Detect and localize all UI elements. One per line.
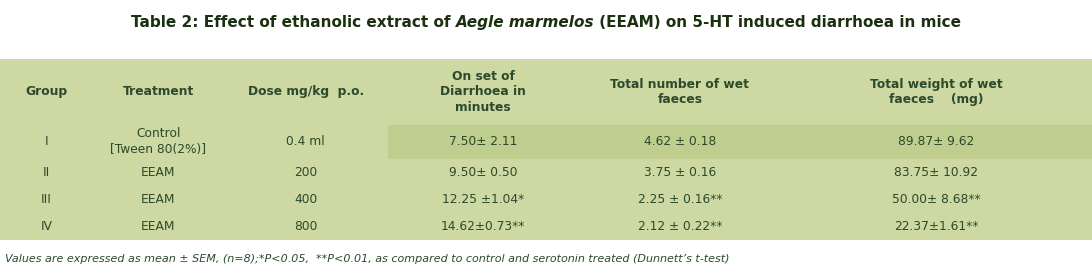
Bar — [579, 158, 781, 186]
Text: 14.62±0.73**: 14.62±0.73** — [441, 220, 525, 233]
Text: 50.00± 8.68**: 50.00± 8.68** — [892, 193, 981, 206]
Bar — [224, 158, 388, 186]
Bar — [388, 213, 579, 240]
Bar — [224, 186, 388, 213]
Bar — [93, 59, 224, 125]
Bar — [579, 213, 781, 240]
Text: Table 2: Effect of ethanolic extract of: Table 2: Effect of ethanolic extract of — [131, 15, 455, 30]
Text: Group: Group — [25, 85, 68, 98]
Text: On set of
Diarrhoea in
minutes: On set of Diarrhoea in minutes — [440, 70, 526, 114]
Text: 800: 800 — [294, 220, 318, 233]
Text: 400: 400 — [294, 193, 318, 206]
Text: Treatment: Treatment — [122, 85, 194, 98]
Bar — [781, 158, 1092, 186]
Text: Dose mg/kg  p.o.: Dose mg/kg p.o. — [248, 85, 364, 98]
Bar — [0, 125, 93, 158]
Bar — [388, 158, 579, 186]
Text: I: I — [45, 135, 48, 148]
Text: 83.75± 10.92: 83.75± 10.92 — [894, 165, 978, 179]
Text: 89.87± 9.62: 89.87± 9.62 — [899, 135, 974, 148]
Bar — [224, 59, 388, 125]
Bar — [579, 59, 781, 125]
Text: (EEAM) on 5-HT induced diarrhoea in mice: (EEAM) on 5-HT induced diarrhoea in mice — [594, 15, 961, 30]
Bar — [388, 125, 579, 158]
Bar — [0, 59, 1092, 240]
Text: EEAM: EEAM — [141, 165, 176, 179]
Text: 22.37±1.61**: 22.37±1.61** — [894, 220, 978, 233]
Bar — [93, 125, 224, 158]
Bar — [93, 213, 224, 240]
Text: IV: IV — [40, 220, 52, 233]
Bar — [579, 186, 781, 213]
Text: 9.50± 0.50: 9.50± 0.50 — [449, 165, 518, 179]
Text: Total weight of wet
faeces    (mg): Total weight of wet faeces (mg) — [870, 78, 1002, 106]
Bar — [781, 186, 1092, 213]
Text: EEAM: EEAM — [141, 193, 176, 206]
Bar — [93, 158, 224, 186]
Text: Aegle marmelos: Aegle marmelos — [455, 15, 594, 30]
Bar — [781, 125, 1092, 158]
Bar — [0, 158, 93, 186]
Text: Total number of wet
faeces: Total number of wet faeces — [610, 78, 749, 106]
Bar — [0, 186, 93, 213]
Bar — [781, 213, 1092, 240]
Text: Values are expressed as mean ± SEM, (n=8);*P<0.05,  **P<0.01, as compared to con: Values are expressed as mean ± SEM, (n=8… — [5, 254, 729, 264]
Text: 7.50± 2.11: 7.50± 2.11 — [449, 135, 518, 148]
Bar — [224, 213, 388, 240]
Bar — [0, 213, 93, 240]
Bar — [388, 186, 579, 213]
Text: 200: 200 — [294, 165, 318, 179]
Bar — [0, 59, 93, 125]
Bar — [388, 59, 579, 125]
Text: EEAM: EEAM — [141, 220, 176, 233]
Text: III: III — [41, 193, 51, 206]
Text: Control
[Tween 80(2%)]: Control [Tween 80(2%)] — [110, 127, 206, 156]
Text: 12.25 ±1.04*: 12.25 ±1.04* — [442, 193, 524, 206]
Text: 2.25 ± 0.16**: 2.25 ± 0.16** — [638, 193, 722, 206]
Text: II: II — [43, 165, 50, 179]
Text: 4.62 ± 0.18: 4.62 ± 0.18 — [643, 135, 716, 148]
Bar — [93, 186, 224, 213]
Text: 2.12 ± 0.22**: 2.12 ± 0.22** — [638, 220, 722, 233]
Bar — [224, 125, 388, 158]
Bar — [579, 125, 781, 158]
Text: 3.75 ± 0.16: 3.75 ± 0.16 — [643, 165, 716, 179]
Bar — [781, 59, 1092, 125]
Text: 0.4 ml: 0.4 ml — [286, 135, 325, 148]
